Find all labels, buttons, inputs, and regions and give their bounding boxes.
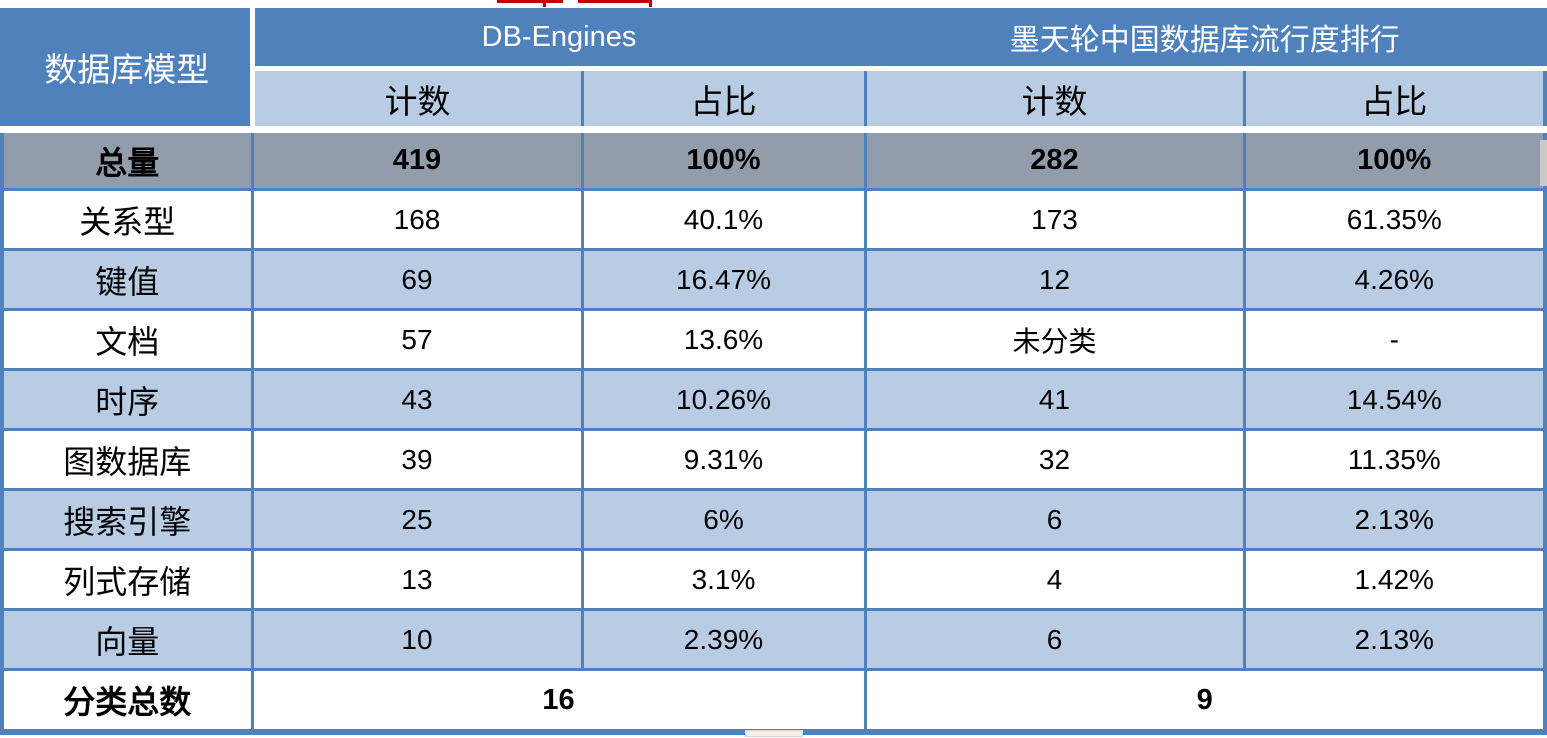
subheader-dbengines-count: 计数 — [249, 68, 582, 133]
table-row: 关系型 168 40.1% 173 61.35% — [0, 188, 1547, 251]
table-row: 图数据库 39 9.31% 32 11.35% — [0, 428, 1547, 491]
summary-row-label: 分类总数 — [0, 668, 254, 734]
corner-header-database-model: 数据库模型 — [2, 8, 255, 133]
red-underline-tick — [649, 0, 652, 7]
subheader-modb-share: 占比 — [1242, 68, 1545, 133]
row-label: 文档 — [0, 308, 254, 371]
cell-value-0: 57 — [250, 308, 584, 371]
cell-value-2: 未分类 — [863, 308, 1246, 371]
group-header-row: 数据库模型 DB-Engines 墨天轮中国数据库流行度排行 — [2, 8, 1545, 133]
cell-value-0: 10 — [250, 608, 584, 671]
cell-value-1: 6% — [580, 488, 867, 551]
red-underline-artifact — [497, 0, 563, 3]
row-label: 列式存储 — [0, 548, 254, 611]
cell-value-1: 3.1% — [580, 548, 867, 611]
cell-value-1: 9.31% — [580, 428, 867, 491]
row-label: 搜索引擎 — [0, 488, 254, 551]
row-label: 键值 — [0, 248, 254, 311]
cell-value-0: 13 — [250, 548, 584, 611]
cell-value-2: 32 — [863, 428, 1246, 491]
summary-row: 分类总数 16 9 — [0, 668, 1547, 734]
cell-value-1: 16.47% — [580, 248, 867, 311]
cell-value-2: 12 — [863, 248, 1246, 311]
table-row: 列式存储 13 3.1% 4 1.42% — [0, 548, 1547, 611]
row-label: 时序 — [0, 368, 254, 431]
total-row-value-2: 282 — [863, 128, 1246, 191]
cell-value-0: 25 — [250, 488, 584, 551]
table-row: 键值 69 16.47% 12 4.26% — [0, 248, 1547, 311]
table-row: 时序 43 10.26% 41 14.54% — [0, 368, 1547, 431]
sub-header-row: 计数 占比 计数 占比 — [2, 68, 1545, 133]
subheader-dbengines-share: 占比 — [580, 68, 865, 133]
bottom-gray-sliver-artifact — [745, 730, 803, 737]
cell-value-0: 39 — [250, 428, 584, 491]
cell-value-3: 14.54% — [1242, 368, 1547, 431]
cell-value-3: 11.35% — [1242, 428, 1547, 491]
cell-value-3: 1.42% — [1242, 548, 1547, 611]
total-row-label: 总量 — [0, 128, 254, 191]
cell-value-0: 168 — [250, 188, 584, 251]
total-row: 总量 419 100% 282 100% — [0, 128, 1547, 191]
table-body: 总量 419 100% 282 100% 关系型 168 40.1% 173 61.35% 键值 69… — [0, 128, 1547, 734]
total-row-value-0: 419 — [250, 128, 584, 191]
cell-value-2: 173 — [863, 188, 1246, 251]
cell-value-1: 10.26% — [580, 368, 867, 431]
total-row-value-3: 100% — [1242, 128, 1547, 191]
database-model-comparison-table: 数据库模型 DB-Engines 墨天轮中国数据库流行度排行 计数 占比 计数 … — [0, 8, 1547, 735]
cell-value-3: 61.35% — [1242, 188, 1547, 251]
group-header-modb-ranking: 墨天轮中国数据库流行度排行 — [863, 8, 1545, 71]
cell-value-2: 6 — [863, 608, 1246, 671]
cell-value-0: 43 — [250, 368, 584, 431]
cell-value-3: 4.26% — [1242, 248, 1547, 311]
subheader-modb-count: 计数 — [863, 68, 1244, 133]
table-row: 搜索引擎 25 6% 6 2.13% — [0, 488, 1547, 551]
table-row: 文档 57 13.6% 未分类 - — [0, 308, 1547, 371]
row-label: 图数据库 — [0, 428, 254, 491]
table-row: 向量 10 2.39% 6 2.13% — [0, 608, 1547, 671]
row-label: 关系型 — [0, 188, 254, 251]
group-header-db-engines: DB-Engines — [252, 8, 865, 71]
cell-value-3: 2.13% — [1242, 608, 1547, 671]
cell-value-3: - — [1242, 308, 1547, 371]
cell-value-0: 69 — [250, 248, 584, 311]
gray-tab-artifact — [1540, 140, 1547, 186]
total-row-value-1: 100% — [580, 128, 867, 191]
cell-value-2: 4 — [863, 548, 1246, 611]
cell-value-1: 13.6% — [580, 308, 867, 371]
summary-dbengines-total: 16 — [250, 668, 867, 734]
summary-modb-total: 9 — [863, 668, 1547, 734]
cell-value-2: 41 — [863, 368, 1246, 431]
cell-value-3: 2.13% — [1242, 488, 1547, 551]
red-underline-tick — [543, 0, 546, 7]
cell-value-1: 2.39% — [580, 608, 867, 671]
cell-value-1: 40.1% — [580, 188, 867, 251]
cell-value-2: 6 — [863, 488, 1246, 551]
row-label: 向量 — [0, 608, 254, 671]
red-underline-artifact — [578, 0, 652, 3]
